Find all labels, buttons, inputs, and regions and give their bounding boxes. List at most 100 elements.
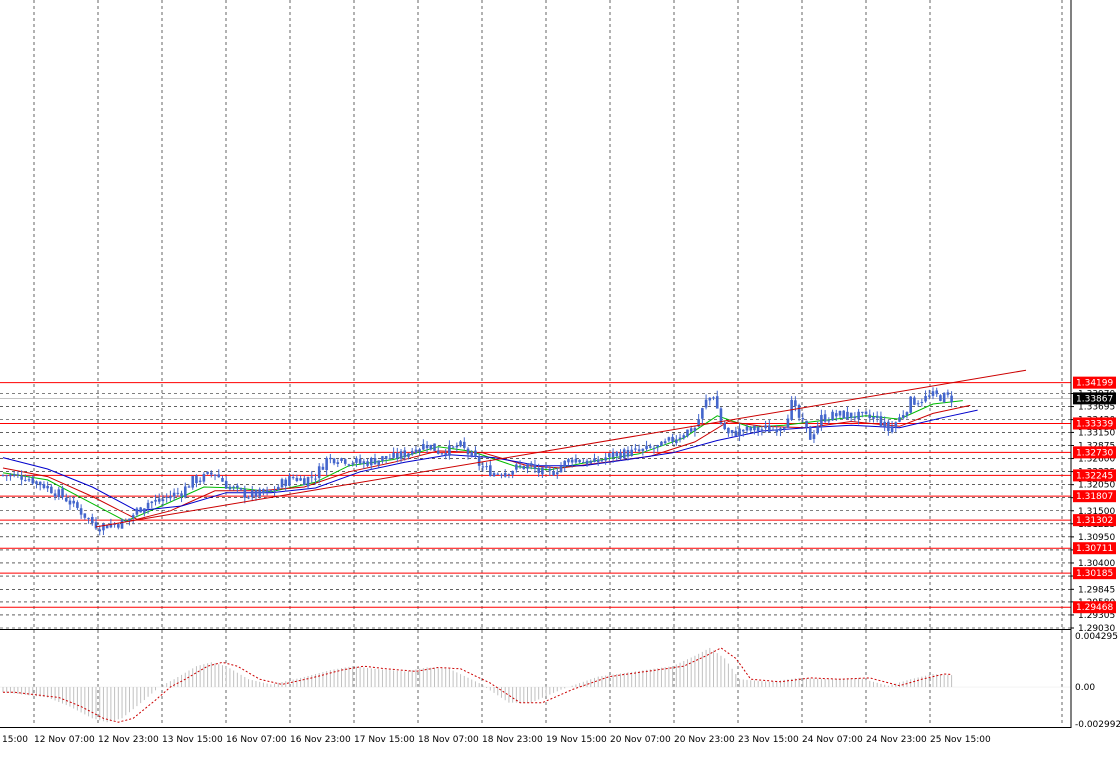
candle-body xyxy=(425,445,429,449)
candle-body xyxy=(5,475,9,477)
candle-body xyxy=(120,519,124,529)
x-tick-label: 23 Nov 15:00 xyxy=(738,735,799,745)
oscillator-layer xyxy=(0,647,1071,723)
candle-body xyxy=(805,420,808,428)
candle-body xyxy=(708,397,712,401)
x-tick-label: 18 Nov 07:00 xyxy=(418,735,479,745)
candle-body xyxy=(864,411,868,414)
candle-body xyxy=(567,459,570,463)
level-label-box xyxy=(1073,376,1116,389)
candle-body xyxy=(671,436,674,442)
candle-body xyxy=(533,464,537,469)
candle-body xyxy=(801,418,805,420)
candle-body xyxy=(693,427,697,432)
candle-body xyxy=(310,476,314,478)
candle-body xyxy=(879,416,883,426)
candle-body xyxy=(50,486,53,494)
candle-body xyxy=(630,449,633,456)
x-tick-label: 12 Nov 23:00 xyxy=(98,735,159,745)
candle-body xyxy=(410,450,414,455)
current-price-label: 1.33867 xyxy=(1076,394,1113,404)
candle-body xyxy=(883,421,886,427)
candle-body xyxy=(38,481,42,486)
candle-body xyxy=(727,427,730,434)
candle-body xyxy=(667,437,671,441)
candle-body xyxy=(135,508,139,515)
candle-body xyxy=(317,466,321,478)
level-label: 1.29468 xyxy=(1076,603,1113,613)
candle-body xyxy=(648,446,652,448)
candle-body xyxy=(340,458,343,461)
candle-body xyxy=(559,465,563,473)
candle-body xyxy=(64,497,68,502)
candle-body xyxy=(105,525,109,529)
candle-body xyxy=(9,474,12,477)
candle-body xyxy=(57,489,61,497)
candle-body xyxy=(749,427,753,431)
label-layer: 1.34199 1.33339 1.32730 1.32245 1.31807 1.313… xyxy=(1073,376,1116,614)
x-tick-label: 18 Nov 23:00 xyxy=(482,735,543,745)
candle-body xyxy=(102,523,105,531)
candle-body xyxy=(139,507,142,513)
candle-body xyxy=(582,461,585,463)
candle-body xyxy=(117,524,120,528)
candle-body xyxy=(303,478,306,486)
candle-body xyxy=(131,515,135,518)
level-label-box xyxy=(1073,490,1116,503)
candle-body xyxy=(195,475,198,484)
candle-body xyxy=(20,475,23,480)
candle-body xyxy=(224,481,228,489)
candle-body xyxy=(663,441,667,444)
level-label-box xyxy=(1073,446,1116,459)
candle-body xyxy=(675,439,678,444)
candle-body xyxy=(358,458,362,464)
candle-body xyxy=(861,411,864,413)
candle-body xyxy=(589,460,593,464)
candle-body xyxy=(585,460,589,465)
level-label: 1.32245 xyxy=(1076,471,1113,481)
candle-body xyxy=(920,402,924,404)
candle-body xyxy=(570,459,574,463)
candle-body xyxy=(593,458,596,463)
candle-body xyxy=(931,391,935,396)
candle-body xyxy=(83,513,87,518)
candle-body xyxy=(645,445,648,450)
candle-body xyxy=(436,450,440,454)
candle-body xyxy=(823,414,827,422)
candle-body xyxy=(347,464,351,466)
candle-body xyxy=(507,473,511,475)
candle-body xyxy=(429,444,433,450)
candle-body xyxy=(905,412,909,416)
candle-body xyxy=(619,452,622,459)
candle-body xyxy=(276,486,280,490)
candle-body xyxy=(98,529,102,532)
candle-body xyxy=(329,457,332,460)
candle-body xyxy=(172,492,176,497)
trendline xyxy=(95,369,1027,528)
oscillator-tick-label: -0.002992 xyxy=(1075,720,1120,730)
candle-body xyxy=(634,448,637,450)
candle-body xyxy=(414,449,418,453)
candle-body xyxy=(198,480,202,482)
levels-layer xyxy=(0,382,1071,608)
candle-body xyxy=(176,492,180,494)
candle-body xyxy=(210,472,213,475)
oscillator-signal-line xyxy=(3,647,952,723)
candle-body xyxy=(373,458,377,465)
candle-body xyxy=(734,430,738,437)
candle-body xyxy=(730,430,734,434)
candle-body xyxy=(898,417,901,422)
candle-body xyxy=(455,445,459,448)
candle-body xyxy=(511,470,514,475)
candle-body xyxy=(273,490,276,492)
candle-body xyxy=(715,396,719,409)
candle-body xyxy=(384,456,388,459)
candle-body xyxy=(526,464,529,469)
y-tick-label: 1.33695 xyxy=(1078,403,1115,413)
candle-body xyxy=(213,474,217,476)
level-label-box xyxy=(1073,514,1116,527)
candle-body xyxy=(756,427,760,432)
candle-body xyxy=(942,392,946,402)
y-tick-label: 1.29845 xyxy=(1078,585,1115,595)
candle-body xyxy=(90,517,94,524)
